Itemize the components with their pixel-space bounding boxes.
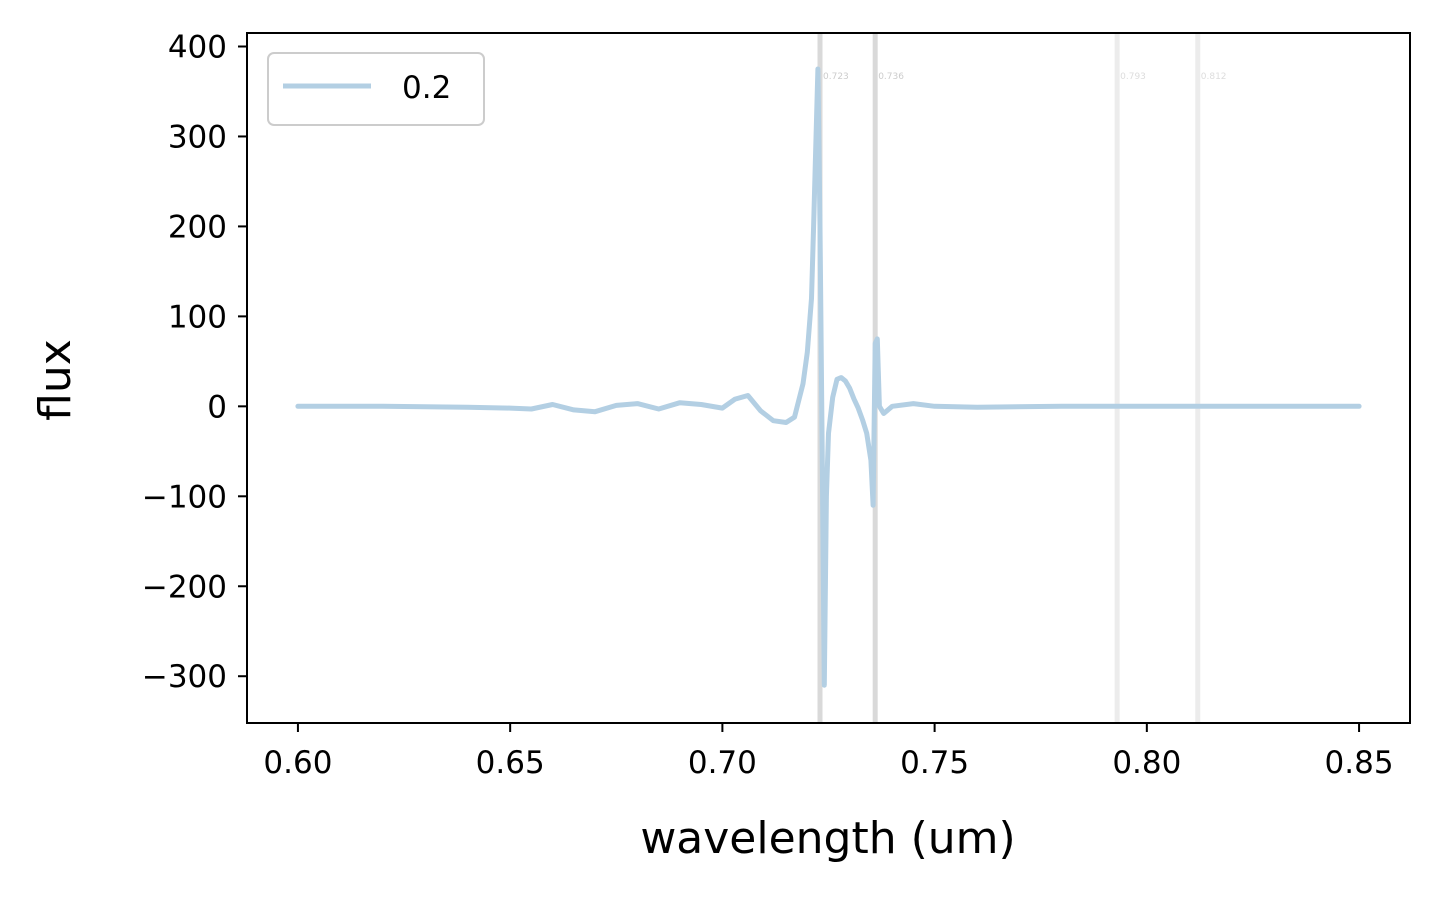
- x-tick-label: 0.60: [263, 745, 332, 781]
- y-tick-label: −300: [142, 659, 227, 695]
- y-tick-label: 300: [168, 119, 227, 155]
- y-tick-label: 100: [168, 299, 227, 335]
- x-tick-label: 0.70: [688, 745, 757, 781]
- x-axis: 0.60 0.65 0.70 0.75 0.80 0.85: [263, 723, 1394, 781]
- plot-area-frame: [246, 32, 1411, 724]
- y-axis-label: flux: [30, 339, 81, 421]
- y-tick-label: 200: [168, 209, 227, 245]
- x-tick-label: 0.80: [1112, 745, 1181, 781]
- x-axis-label: wavelength (um): [640, 813, 1015, 864]
- vertical-marker-label: 0.723: [823, 72, 849, 82]
- y-tick-label: −100: [142, 479, 227, 515]
- y-tick-label: 0: [207, 389, 227, 425]
- x-tick-label: 0.75: [900, 745, 969, 781]
- vertical-marker-label: 0.736: [878, 72, 904, 82]
- legend: 0.2: [267, 52, 485, 126]
- vertical-marker-label: 0.812: [1201, 72, 1227, 82]
- x-tick-label: 0.65: [476, 745, 545, 781]
- y-axis: 400 300 200 100 0 −100 −200 −300: [142, 29, 247, 695]
- series-lines: [295, 66, 1362, 688]
- legend-box: [267, 52, 485, 126]
- y-tick-label: 400: [168, 29, 227, 65]
- vertical-marker-label: 0.793: [1120, 72, 1146, 82]
- legend-label: 0.2: [402, 70, 451, 106]
- y-tick-label: −200: [142, 569, 227, 605]
- x-tick-label: 0.85: [1325, 745, 1394, 781]
- series-line-0: [295, 66, 1362, 688]
